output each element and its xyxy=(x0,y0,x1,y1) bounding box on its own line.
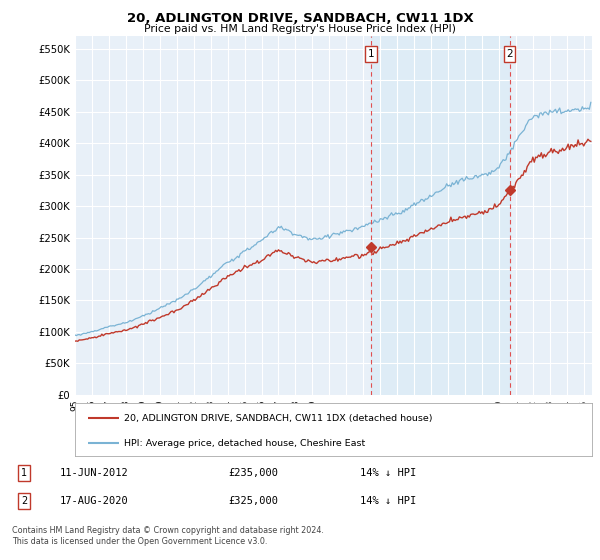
Bar xyxy=(371,36,509,395)
Text: 14% ↓ HPI: 14% ↓ HPI xyxy=(360,496,416,506)
Text: 17-AUG-2020: 17-AUG-2020 xyxy=(60,496,129,506)
Text: 14% ↓ HPI: 14% ↓ HPI xyxy=(360,468,416,478)
Text: Price paid vs. HM Land Registry's House Price Index (HPI): Price paid vs. HM Land Registry's House … xyxy=(144,24,456,34)
Text: 11-JUN-2012: 11-JUN-2012 xyxy=(60,468,129,478)
Text: 1: 1 xyxy=(368,49,374,59)
Text: £325,000: £325,000 xyxy=(228,496,278,506)
Text: 20, ADLINGTON DRIVE, SANDBACH, CW11 1DX: 20, ADLINGTON DRIVE, SANDBACH, CW11 1DX xyxy=(127,12,473,25)
Text: 2: 2 xyxy=(506,49,513,59)
Text: Contains HM Land Registry data © Crown copyright and database right 2024.
This d: Contains HM Land Registry data © Crown c… xyxy=(12,526,324,546)
Text: 1: 1 xyxy=(21,468,27,478)
Text: 20, ADLINGTON DRIVE, SANDBACH, CW11 1DX (detached house): 20, ADLINGTON DRIVE, SANDBACH, CW11 1DX … xyxy=(124,414,433,423)
Text: 2: 2 xyxy=(21,496,27,506)
Text: HPI: Average price, detached house, Cheshire East: HPI: Average price, detached house, Ches… xyxy=(124,438,365,447)
Text: £235,000: £235,000 xyxy=(228,468,278,478)
